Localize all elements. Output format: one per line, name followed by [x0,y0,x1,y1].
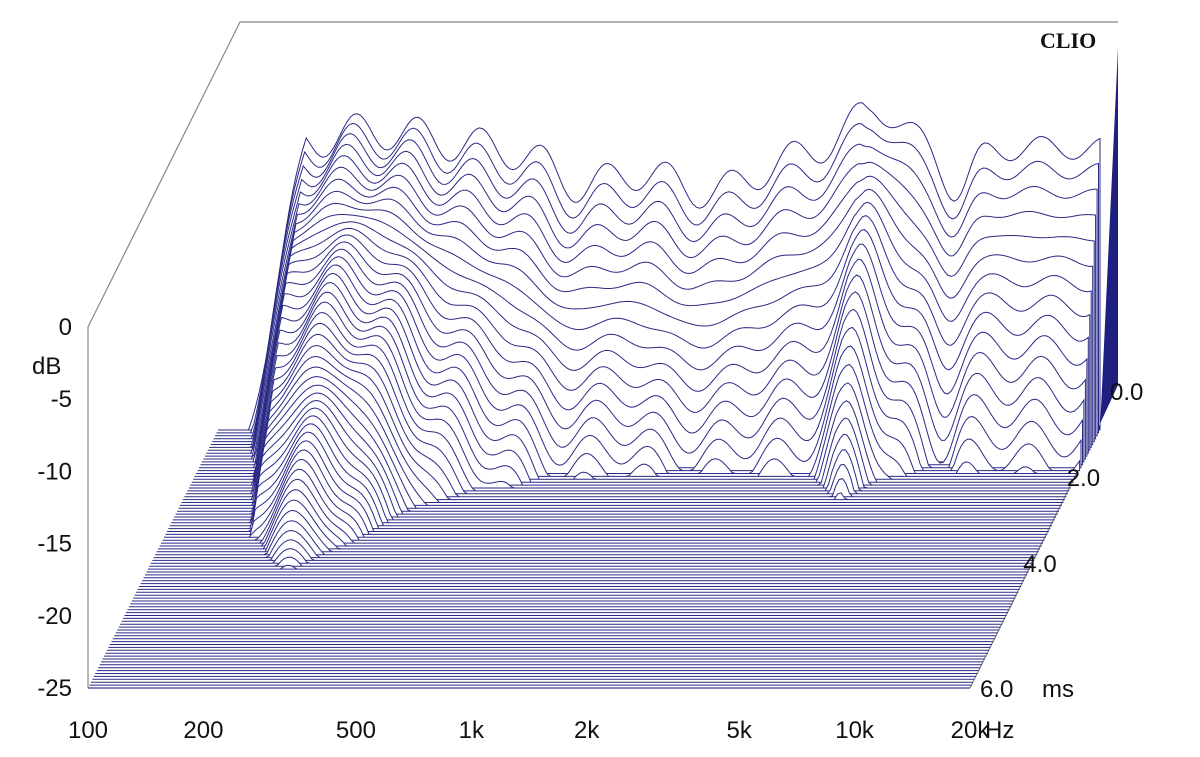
z-tick-label: 0.0 [1110,379,1143,406]
waterfall-slice [161,478,1043,544]
x-tick-label: 1k [459,717,485,744]
y-tick-label: -5 [51,386,72,413]
waterfall-slice [152,539,1035,561]
y-tick-label: -25 [37,675,72,702]
z-tick-label: 2.0 [1067,465,1100,492]
waterfall-slices [88,102,1101,689]
plot-frame [87,21,1118,328]
waterfall-slice [153,530,1036,559]
x-tick-label: 500 [336,717,376,744]
waterfall-slice [158,499,1041,550]
waterfall-slice [155,520,1038,556]
waterfall-slice [150,548,1033,564]
waterfall-slice [180,366,1062,506]
y-unit-label: dB [32,353,61,380]
waterfall-slice [159,489,1042,547]
x-tick-label: 200 [183,717,223,744]
x-tick-labels: 100 200 500 1k 2k 5k 10k 20k [68,717,990,744]
z-tick-labels: 0.0 2.0 4.0 6.0 [980,379,1143,703]
brand-logo: CLIO [1040,28,1096,53]
x-tick-label: 2k [574,717,600,744]
waterfall-slice [181,356,1064,503]
waterfall-slice [165,449,1048,535]
y-tick-label: 0 [59,314,72,341]
y-tick-label: -10 [37,458,72,485]
z-tick-label: 4.0 [1023,551,1056,578]
z-tick-label: 6.0 [980,676,1013,703]
x-unit-label: Hz [985,717,1014,744]
waterfall-slice [156,509,1039,553]
waterfall-slice [149,556,1032,567]
waterfall-slice [164,459,1046,538]
x-tick-label: 20k [951,717,991,744]
y-tick-label: -20 [37,603,72,630]
y-tick-labels: 0 -5 -10 -15 -20 -25 [37,314,72,702]
x-tick-label: 10k [835,717,875,744]
right-wall-fill [1098,48,1118,430]
x-tick-label: 100 [68,717,108,744]
y-tick-label: -15 [37,531,72,558]
x-tick-label: 5k [727,717,753,744]
z-unit-label: ms [1042,676,1074,703]
waterfall-slice [162,468,1045,541]
waterfall-slice [147,564,1030,570]
